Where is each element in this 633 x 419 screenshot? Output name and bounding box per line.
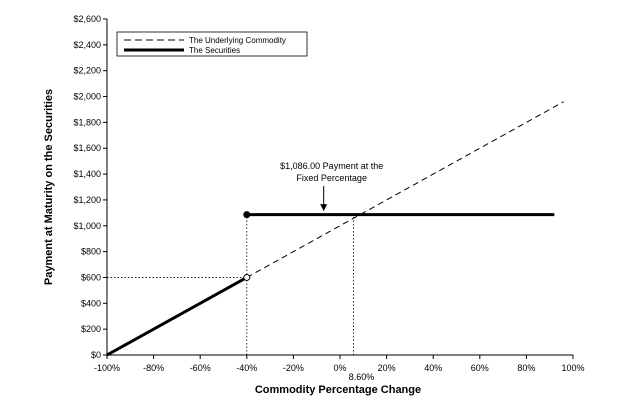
x-axis-title: Commodity Percentage Change: [255, 384, 421, 396]
marker-open: [243, 273, 251, 281]
series-layer: [106, 101, 564, 357]
legend-label-securities: The Securities: [189, 46, 240, 55]
y-tick-label: $400: [81, 298, 101, 308]
x-tick-label: -80%: [143, 363, 164, 373]
x-tick-label: -40%: [236, 363, 257, 373]
y-tick-label: $1,800: [73, 117, 101, 127]
annotation-arrow-head: [320, 204, 328, 212]
x-tick-label: 80%: [517, 363, 535, 373]
marker-layer: [243, 211, 251, 281]
y-tick-label: $1,000: [73, 221, 101, 231]
legend-box: [116, 31, 308, 57]
annotation-text-line: Fixed Percentage: [296, 173, 367, 183]
x-tick-label: -20%: [283, 363, 304, 373]
y-tick-label: $200: [81, 324, 101, 334]
y-tick-label: $1,200: [73, 195, 101, 205]
y-tick-label: $2,600: [73, 14, 101, 24]
legend: The Underlying Commodity The Securities: [116, 31, 308, 57]
x-tick-label: 0%: [333, 363, 346, 373]
series-line-underlying-commodity: [246, 101, 564, 278]
annotation-text-line: $1,086.00 Payment at the: [280, 161, 383, 171]
x-axis-ticks: -100% -80% -60% -40% -20% 0% 20% 40% 60% 80% 100%: [94, 355, 585, 373]
y-tick-label: $600: [81, 272, 101, 282]
x-tick-label: 100%: [561, 363, 584, 373]
legend-label-underlying-commodity: The Underlying Commodity: [189, 36, 286, 45]
y-tick-label: $2,200: [73, 66, 101, 76]
y-axis-ticks: $0 $200 $400 $600 $800 $1,000 $1,200 $1,400 $1,6…: [73, 14, 107, 360]
y-tick-label: $0: [91, 350, 101, 360]
annotation-layer: $1,086.00 Payment at the Fixed Percentage…: [280, 161, 383, 382]
x-tick-label: 40%: [424, 363, 442, 373]
x-tick-label: 20%: [378, 363, 396, 373]
y-tick-label: $1,600: [73, 143, 101, 153]
annotation-breakeven-label: 8.60%: [349, 372, 375, 382]
series-line-securities: [106, 276, 248, 357]
y-tick-label: $2,400: [73, 40, 101, 50]
marker-filled: [243, 211, 251, 219]
y-tick-label: $800: [81, 247, 101, 257]
y-tick-label: $1,400: [73, 169, 101, 179]
x-tick-label: 60%: [471, 363, 489, 373]
y-tick-label: $2,000: [73, 92, 101, 102]
y-axis-title: Payment at Maturity on the Securities: [43, 89, 55, 285]
x-tick-label: -100%: [94, 363, 120, 373]
reference-lines: [107, 214, 354, 355]
x-tick-label: -60%: [190, 363, 211, 373]
